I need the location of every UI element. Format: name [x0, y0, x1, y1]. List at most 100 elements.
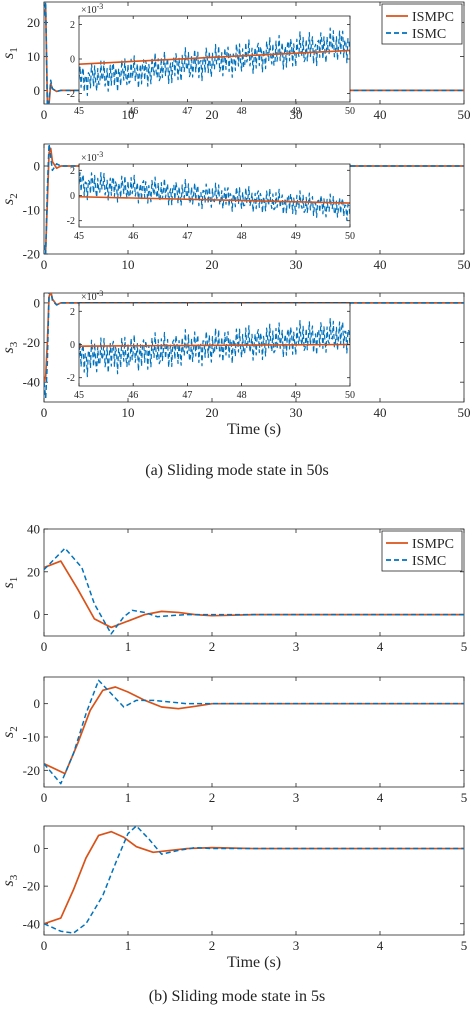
chart-b1: 0 1 2 3 4 5 0 20 40 s1 ISMPC ISMC: [0, 522, 467, 654]
axis-a1-xtick-label: 40: [374, 107, 387, 122]
inset-a1: 45 46 47 48 49 50 -2 0 2 ×10-3: [67, 2, 355, 117]
inset-a3: 45 46 47 48 49 50 -2 0 2 ×10-3: [67, 289, 355, 401]
series-ismpc-line: [44, 560, 464, 629]
legend-label-ismpc: ISMPC: [412, 537, 454, 552]
axis-a1-ytick-label: 10: [27, 49, 40, 64]
inset-axis-a1-ytick-label: 2: [70, 20, 75, 31]
axis-b2-xtick-label: 3: [293, 790, 300, 805]
y-axis-label-subscript: 1: [8, 577, 20, 583]
inset-axis-a2-xtick-label: 46: [128, 231, 138, 242]
inset-axis-a3-ytick-label: 2: [70, 307, 75, 318]
axis-a3-ytick-label: -40: [23, 375, 40, 390]
axis-a1-xtick-label: 20: [206, 107, 219, 122]
inset-axis-a2-ytick-label: 0: [70, 191, 75, 202]
inset-axis-a3-xtick-label: 45: [74, 390, 84, 401]
axis-a3-ytick-label: 0: [34, 295, 41, 310]
series-group: [44, 679, 464, 785]
axis-b1-xtick-label: 4: [377, 639, 384, 654]
inset-axis-a3-xtick-label: 48: [237, 390, 247, 401]
axis-b3-xtick-label: 3: [293, 938, 300, 953]
inset-scale-exponent: -3: [97, 2, 104, 11]
inset-a2: 45 46 47 48 49 50 -2 0 2 ×10-3: [67, 150, 355, 242]
y-axis-label-subscript: 3: [8, 341, 20, 347]
y-axis-label-subscript: 2: [8, 726, 20, 732]
axis-a2-xtick-label: 50: [458, 257, 471, 272]
y-axis-label: s1: [0, 577, 20, 589]
axis-b3-ytick-label: -20: [23, 879, 40, 894]
series-ismc-line: [44, 826, 464, 934]
axis-b1-xtick-label: 0: [41, 639, 48, 654]
series-ismc-line: [44, 2, 464, 104]
axis-b3-xtick-label: 1: [125, 938, 132, 953]
y-axis-label: s2: [0, 726, 20, 738]
axis-b1-frame: [43, 528, 465, 637]
inset-axis-a3-ytick-label: 0: [70, 340, 75, 351]
inset-series-ismpc-line: [79, 343, 350, 347]
axis-a1-xtick-label: 0: [41, 107, 48, 122]
axis-b3-xtick-label: 5: [461, 938, 468, 953]
inset-axis-a1-ytick-label: -2: [67, 89, 75, 100]
y-axis-label-subscript: 2: [8, 193, 20, 199]
axis-b2-xtick-label: 0: [41, 790, 48, 805]
inset-scale-exponent: -3: [97, 289, 104, 298]
axis-b2-xtick-label: 1: [125, 790, 132, 805]
inset-scale-exponent: -3: [97, 150, 104, 159]
inset-axis-a3-ytick-label: -2: [67, 373, 75, 384]
legend-box: [381, 3, 463, 45]
axis-b1-xtick-label: 3: [293, 639, 300, 654]
axis-a1-frame: [43, 1, 465, 105]
axis-a2-xtick-label: 40: [374, 257, 387, 272]
series-group: [44, 144, 464, 254]
inset-axis-a3-xtick-label: 46: [128, 390, 138, 401]
y-axis-label: s2: [0, 193, 20, 205]
series-ismc-line: [44, 144, 464, 254]
axis-b3-ytick-label: 0: [34, 841, 41, 856]
inset-series-ismpc-line: [79, 195, 350, 204]
axis-b1-xtick-label: 5: [461, 639, 468, 654]
axis-b2-xtick-label: 4: [377, 790, 384, 805]
axis-a3-ytick-label: -20: [23, 335, 40, 350]
inset-axis-a1-xtick-label: 50: [345, 106, 355, 117]
inset-axis-a2-xtick-label: 45: [74, 231, 84, 242]
inset-series-group: [79, 27, 350, 97]
axis-a1-xtick-label: 30: [290, 107, 303, 122]
x-axis-label: Time (s): [227, 421, 281, 438]
series-ismc-line: [44, 679, 464, 785]
x-axis-label: Time (s): [227, 954, 281, 971]
legend-label-ismc: ISMC: [412, 27, 446, 42]
axis-b3-ytick-label: -40: [23, 916, 40, 931]
axis-a2-xtick-label: 30: [290, 257, 303, 272]
axis-a2-xtick-label: 0: [41, 257, 48, 272]
inset-axis-a3-xtick-label: 47: [182, 390, 192, 401]
inset-series-group: [79, 317, 350, 378]
y-axis-label-subscript: 3: [8, 874, 20, 880]
y-axis-label-subscript: 1: [8, 47, 20, 53]
series-group: [44, 293, 464, 399]
inset-axis-a1-xtick-label: 46: [128, 106, 138, 117]
axis-a3-xtick-label: 40: [374, 405, 387, 420]
axis-b2-ytick-label: 0: [34, 696, 41, 711]
axis-b3-frame: [43, 825, 465, 936]
axis-a3-xtick-label: 20: [206, 405, 219, 420]
axis-a2-frame: [43, 143, 465, 255]
axis-a3-frame: [43, 292, 465, 403]
y-axis-label: s3: [0, 874, 20, 886]
inset-axis-a1-xtick-label: 49: [291, 106, 301, 117]
legend: ISMPC ISMC: [381, 530, 463, 572]
axis-b3-xtick-label: 0: [41, 938, 48, 953]
axis-a2-ytick-label: -20: [23, 247, 40, 262]
inset-axis-a1-xtick-label: 47: [182, 106, 192, 117]
series-ismpc-line: [44, 147, 464, 251]
axis-b3-xtick-label: 2: [209, 938, 216, 953]
inset-scale-label: ×10-3: [81, 2, 103, 16]
axis-a2-xtick-label: 10: [122, 257, 135, 272]
axis-b2-ytick-label: -10: [23, 730, 40, 745]
axis-b2-frame: [43, 676, 465, 788]
chart-b2: 0 1 2 3 4 5 -20 -10 0 s2: [0, 676, 467, 805]
inset-axis-a3-xtick-label: 50: [345, 390, 355, 401]
series-group: [44, 547, 464, 635]
inset-series-ismc-line: [79, 27, 350, 97]
